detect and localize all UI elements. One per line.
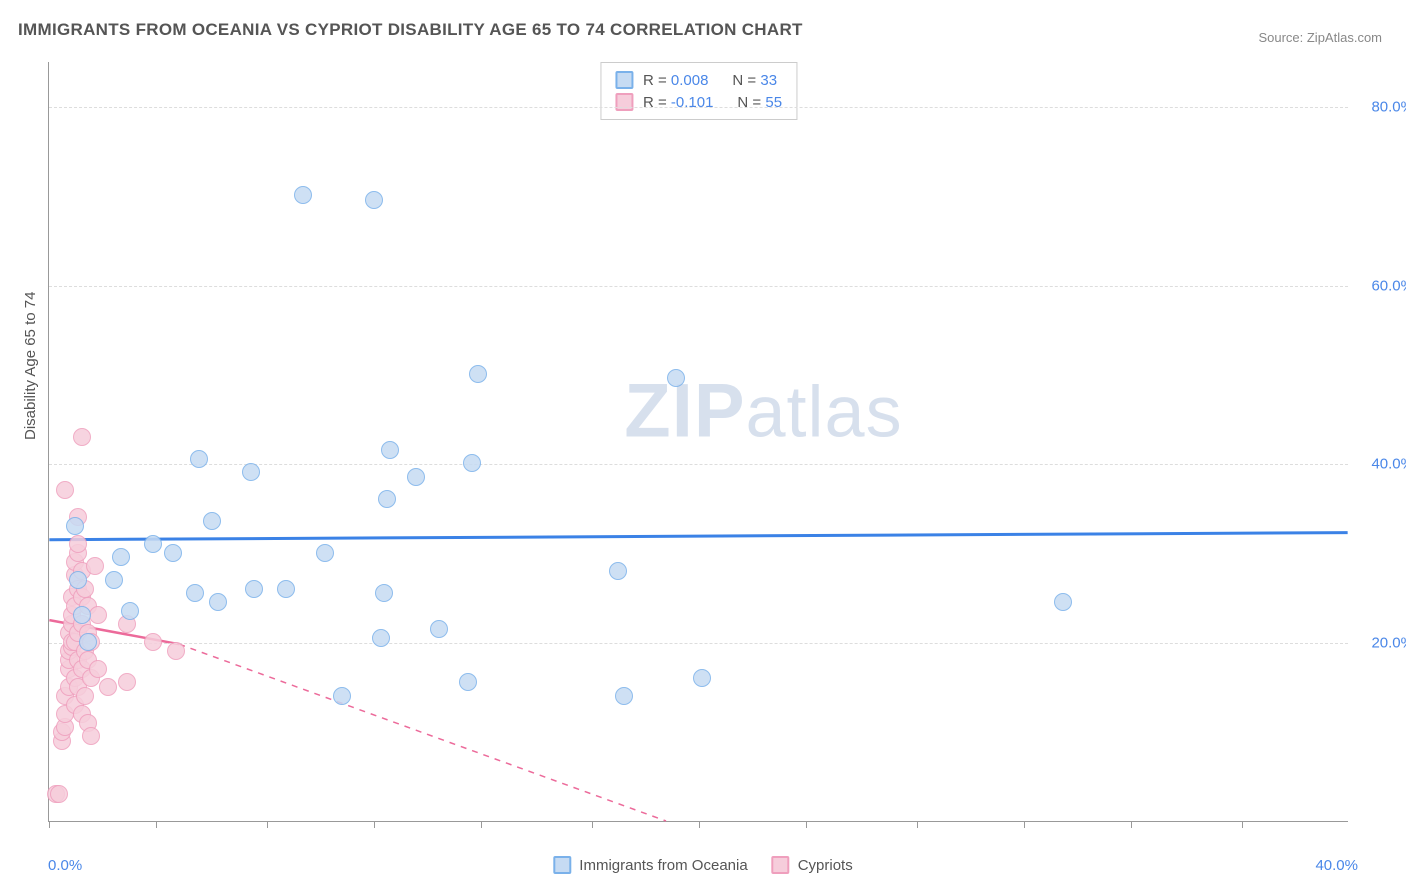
legend-swatch [615,93,633,111]
x-tick [806,821,807,828]
data-point [333,687,351,705]
data-point [186,584,204,602]
data-point [144,535,162,553]
x-tick [374,821,375,828]
x-tick [699,821,700,828]
data-point [69,571,87,589]
data-point [76,687,94,705]
legend-swatch [553,856,571,874]
data-point [73,428,91,446]
y-tick-label: 60.0% [1354,277,1406,294]
y-tick-label: 20.0% [1354,635,1406,652]
data-point [50,785,68,803]
data-point [375,584,393,602]
source-label: Source: ZipAtlas.com [1258,30,1382,45]
data-point [89,606,107,624]
gridline [49,643,1348,644]
legend-stat-row: R = -0.101 N = 55 [615,91,782,113]
data-point [203,512,221,530]
data-point [242,463,260,481]
data-point [378,490,396,508]
y-tick-label: 40.0% [1354,456,1406,473]
legend-stats: R = 0.008 N = 33 R = -0.101 N = 55 [600,62,797,120]
data-point [693,669,711,687]
data-point [73,606,91,624]
data-point [459,673,477,691]
data-point [463,454,481,472]
n-stat: N = 55 [737,94,782,111]
legend-swatch [772,856,790,874]
data-point [56,481,74,499]
data-point [294,186,312,204]
x-tick [1242,821,1243,828]
data-point [277,580,295,598]
data-point [99,678,117,696]
data-point [381,441,399,459]
legend-label: Cypriots [798,857,853,874]
r-stat: R = 0.008 [643,72,708,89]
trend-line [49,533,1347,540]
data-point [316,544,334,562]
gridline [49,286,1348,287]
x-tick [156,821,157,828]
trend-lines-layer [49,62,1348,821]
data-point [609,562,627,580]
x-tick [267,821,268,828]
data-point [372,629,390,647]
x-tick [1131,821,1132,828]
data-point [69,535,87,553]
chart-title: IMMIGRANTS FROM OCEANIA VS CYPRIOT DISAB… [18,20,803,40]
data-point [245,580,263,598]
data-point [82,727,100,745]
data-point [615,687,633,705]
data-point [79,633,97,651]
legend-swatch [615,71,633,89]
x-tick [592,821,593,828]
data-point [667,369,685,387]
gridline [49,107,1348,108]
data-point [190,450,208,468]
data-point [407,468,425,486]
data-point [66,517,84,535]
data-point [167,642,185,660]
data-point [164,544,182,562]
data-point [209,593,227,611]
data-point [365,191,383,209]
data-point [121,602,139,620]
x-axis-max-label: 40.0% [1315,857,1358,874]
data-point [469,365,487,383]
data-point [118,673,136,691]
data-point [144,633,162,651]
y-tick-label: 80.0% [1354,98,1406,115]
x-tick [1024,821,1025,828]
x-tick [917,821,918,828]
data-point [89,660,107,678]
n-stat: N = 33 [732,72,777,89]
trend-line [179,644,666,821]
legend-label: Immigrants from Oceania [579,857,747,874]
x-tick [481,821,482,828]
legend-series: Immigrants from Oceania Cypriots [553,856,852,874]
x-axis-min-label: 0.0% [48,857,82,874]
x-tick [49,821,50,828]
r-stat: R = -0.101 [643,94,713,111]
data-point [430,620,448,638]
plot-area: ZIPatlas R = 0.008 N = 33 R = -0.101 N = 55… [48,62,1348,822]
legend-item: Immigrants from Oceania [553,856,747,874]
y-axis-label: Disability Age 65 to 74 [22,292,39,440]
legend-stat-row: R = 0.008 N = 33 [615,69,782,91]
data-point [86,557,104,575]
data-point [105,571,123,589]
data-point [1054,593,1072,611]
watermark: ZIPatlas [624,368,902,455]
legend-item: Cypriots [772,856,853,874]
data-point [112,548,130,566]
